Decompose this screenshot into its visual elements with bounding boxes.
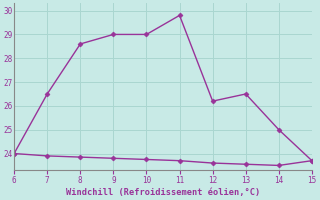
X-axis label: Windchill (Refroidissement éolien,°C): Windchill (Refroidissement éolien,°C) <box>66 188 260 197</box>
